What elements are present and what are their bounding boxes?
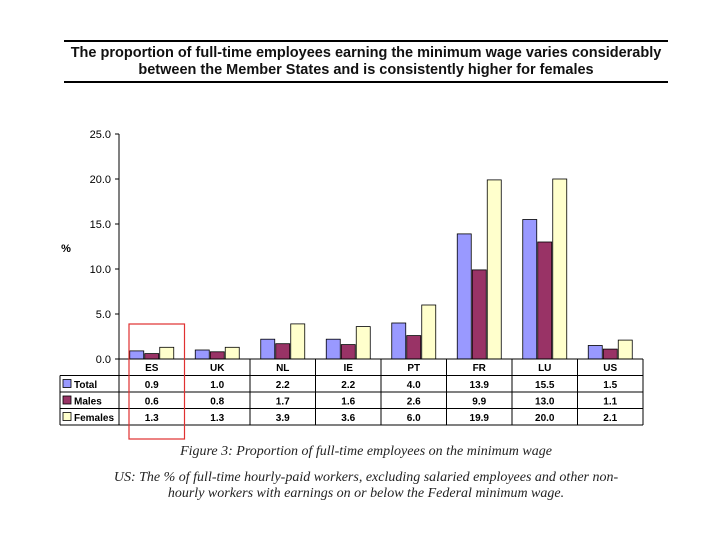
legend-label-total: Total <box>74 380 97 391</box>
category-label-nl: NL <box>276 363 289 374</box>
data-label-males-nl: 1.7 <box>276 397 290 408</box>
category-label-lu: LU <box>538 363 551 374</box>
data-label-total-nl: 2.2 <box>276 380 290 391</box>
data-label-females-us: 2.1 <box>603 413 617 424</box>
legend-key-females <box>62 412 72 421</box>
category-label-us: US <box>603 363 617 374</box>
data-label-females-fr: 19.9 <box>470 413 490 424</box>
y-tick-label: 15.0 <box>90 219 111 231</box>
data-label-females-uk: 1.3 <box>210 413 224 424</box>
highlight-box-es <box>128 323 186 440</box>
legend-label-males: Males <box>74 397 102 408</box>
data-label-total-lu: 15.5 <box>535 380 555 391</box>
data-label-males-fr: 9.9 <box>472 397 486 408</box>
bar-males-es <box>144 353 160 360</box>
y-tick-label: 10.0 <box>90 264 111 276</box>
axis-layer: 0.0 5.0 10.0 15.0 20.0 25.0% <box>61 129 120 366</box>
bar-females-us <box>617 339 633 360</box>
y-tick-label: 20.0 <box>90 174 111 186</box>
y-tick-label: 5.0 <box>96 309 111 321</box>
chart-title: The proportion of full-time employees ea… <box>64 40 668 83</box>
category-label-fr: FR <box>473 363 487 374</box>
chart-title-line-2: between the Member States and is consist… <box>138 62 594 78</box>
bar-females-es <box>159 346 175 360</box>
data-label-males-es: 0.6 <box>145 397 159 408</box>
data-label-males-lu: 13.0 <box>535 397 555 408</box>
legend-label-females: Females <box>74 413 114 424</box>
data-label-females-es: 1.3 <box>145 413 159 424</box>
data-label-males-us: 1.1 <box>603 397 617 408</box>
data-label-total-uk: 1.0 <box>210 380 224 391</box>
data-table: ES UK NL IE PT FR LU US Total 0.9 1.0 2.2 2.2 4.0 13.9… <box>59 358 644 426</box>
bar-total-pt <box>391 322 407 360</box>
bar-females-fr <box>486 179 502 360</box>
bar-total-lu <box>522 219 538 360</box>
bar-males-ie <box>340 344 356 360</box>
bar-females-ie <box>355 326 371 360</box>
y-tick-label: 0.0 <box>96 354 111 366</box>
data-label-males-uk: 0.8 <box>210 397 224 408</box>
data-label-total-es: 0.9 <box>145 380 159 391</box>
note-text: US: The % of full-time hourly-paid worke… <box>113 470 619 501</box>
bar-females-nl <box>290 323 306 360</box>
bar-females-pt <box>421 304 437 360</box>
data-label-total-fr: 13.9 <box>470 380 490 391</box>
y-tick-label: 25.0 <box>90 129 111 141</box>
y-axis-label: % <box>61 243 71 255</box>
data-label-males-ie: 1.6 <box>341 397 355 408</box>
bar-males-us <box>602 348 618 360</box>
data-label-total-us: 1.5 <box>603 380 617 391</box>
bar-males-nl <box>275 343 291 360</box>
data-label-total-ie: 2.2 <box>341 380 355 391</box>
data-label-females-ie: 3.6 <box>341 413 355 424</box>
bar-total-fr <box>456 233 472 360</box>
bar-total-es <box>129 350 145 360</box>
chart-title-line-1: The proportion of full-time employees ea… <box>70 45 662 61</box>
data-label-females-lu: 20.0 <box>535 413 555 424</box>
legend-key-males <box>62 395 72 405</box>
bar-total-us <box>587 345 603 360</box>
bar-females-uk <box>224 346 240 360</box>
bar-males-uk <box>209 351 225 360</box>
bar-total-nl <box>260 338 276 360</box>
bar-females-lu <box>552 178 568 360</box>
data-label-females-pt: 6.0 <box>407 413 421 424</box>
data-label-females-nl: 3.9 <box>276 413 290 424</box>
figure-caption: Figure 3: Proportion of full-time employ… <box>180 444 552 459</box>
data-label-males-pt: 2.6 <box>407 397 421 408</box>
category-label-pt: PT <box>407 363 420 374</box>
highlight-layer <box>128 323 186 440</box>
bars-layer <box>129 178 633 360</box>
data-label-total-pt: 4.0 <box>407 380 421 391</box>
bar-males-pt <box>406 335 422 360</box>
bar-males-fr <box>471 269 487 360</box>
legend-key-total <box>62 379 72 388</box>
category-label-uk: UK <box>210 363 225 374</box>
bar-males-lu <box>537 241 553 360</box>
category-label-es: ES <box>145 363 159 374</box>
bar-total-ie <box>325 338 341 360</box>
category-label-ie: IE <box>344 363 354 374</box>
bar-total-uk <box>194 349 210 360</box>
